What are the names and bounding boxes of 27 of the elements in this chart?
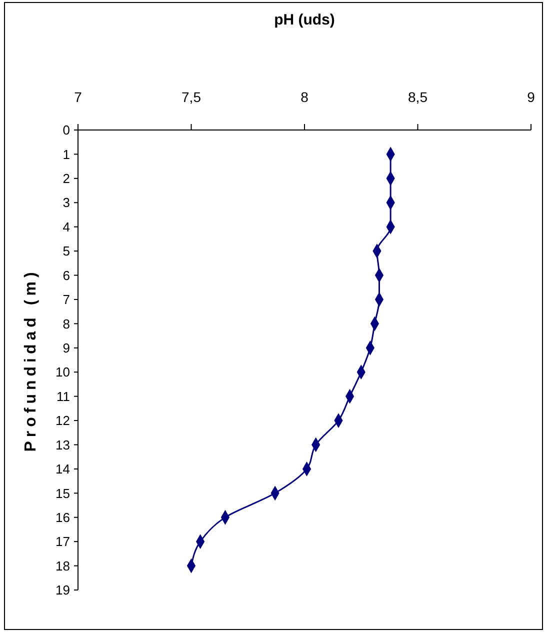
y-tick-label: 13 [56,437,70,452]
y-tick-label: 10 [56,364,70,380]
y-tick-label: 0 [62,122,70,138]
x-tick-label: 7 [74,89,82,105]
y-tick-label: 9 [62,340,70,356]
y-tick-label: 16 [56,510,70,525]
y-tick-label: 7 [62,292,70,308]
y-tick-label: 19 [56,582,70,598]
y-tick-label: 4 [62,219,70,234]
x-axis-title: pH (uds) [274,12,335,29]
x-tick-label: 8 [300,89,309,105]
y-tick-label: 3 [62,195,70,210]
y-tick-label: 18 [56,558,70,574]
x-tick-label: 8,5 [408,89,428,105]
x-tick-label: 9 [527,89,536,105]
y-tick-label: 2 [62,171,70,186]
y-tick-label: 17 [56,534,70,550]
y-axis-title: Profundidad (m) [22,268,40,452]
y-tick-label: 1 [62,146,70,162]
y-tick-label: 14 [56,462,70,477]
y-tick-label: 5 [62,244,70,259]
y-tick-label: 6 [62,268,70,283]
y-tick-label: 8 [62,316,70,332]
x-tick-label: 7,5 [182,89,202,105]
y-tick-label: 12 [56,413,70,428]
y-tick-label: 15 [56,486,70,501]
y-tick-label: 11 [56,388,70,404]
